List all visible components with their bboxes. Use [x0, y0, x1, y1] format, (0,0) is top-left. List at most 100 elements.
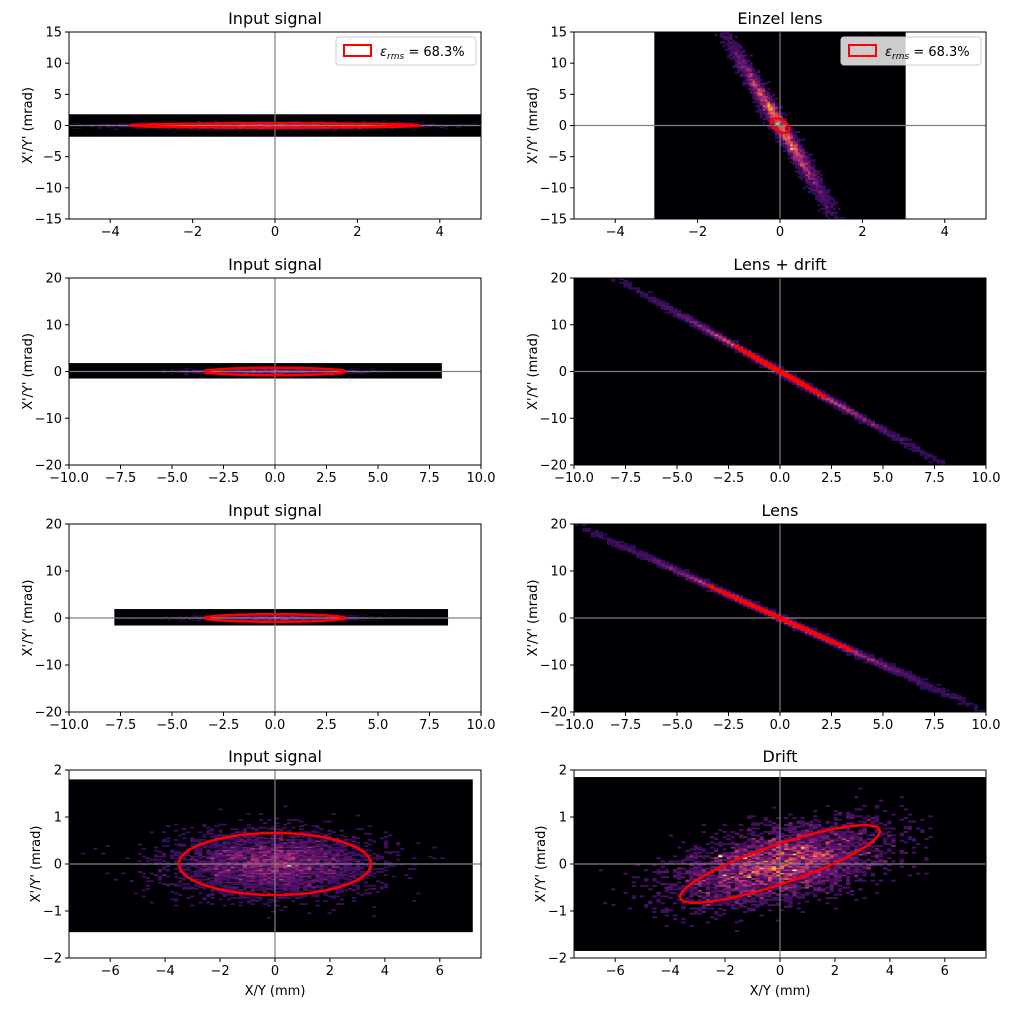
- density-cell: [805, 152, 808, 154]
- density-cell: [798, 157, 801, 159]
- density-cell: [800, 165, 803, 167]
- density-cell: [850, 415, 854, 417]
- y-tick-label: 20: [550, 272, 567, 287]
- density-cell: [740, 51, 743, 53]
- density-cell: [636, 287, 640, 289]
- density-cell: [800, 146, 803, 148]
- density-cell: [747, 79, 750, 81]
- density-cell: [793, 140, 796, 142]
- density-cell: [755, 96, 758, 98]
- density-cell: [737, 49, 740, 51]
- density-cell: [731, 347, 735, 349]
- density-cell: [818, 176, 821, 178]
- density-cell: [835, 212, 838, 214]
- density-cell: [818, 193, 821, 195]
- density-cell: [747, 84, 750, 86]
- density-cell: [765, 103, 768, 105]
- density-cell: [767, 94, 770, 96]
- y-axis-label: X'/Y' (mrad): [21, 333, 36, 410]
- density-cell: [473, 123, 477, 124]
- density-cell: [419, 124, 423, 125]
- density-cell: [805, 155, 808, 157]
- density-cell: [737, 43, 740, 45]
- density-cell: [752, 84, 755, 86]
- density-cell: [730, 58, 733, 60]
- density-cell: [698, 328, 702, 330]
- density-cell: [835, 215, 838, 217]
- density-cell: [374, 121, 378, 122]
- density-cell: [834, 400, 838, 402]
- density-cell: [382, 120, 386, 121]
- density-cell: [790, 150, 793, 152]
- density-cell: [785, 142, 788, 144]
- density-cell: [795, 170, 798, 172]
- density-cell: [357, 130, 361, 131]
- density-cell: [767, 111, 770, 113]
- density-cell: [275, 129, 279, 130]
- density-cell: [242, 122, 246, 123]
- density-cell: [90, 127, 94, 128]
- density-cell: [742, 71, 745, 73]
- density-cell: [742, 75, 745, 77]
- density-cell: [755, 362, 759, 364]
- density-cell: [693, 323, 697, 325]
- density-cell: [767, 92, 770, 94]
- density-cell: [114, 128, 118, 129]
- density-cell: [800, 152, 803, 154]
- x-tick-label: −7.5: [105, 471, 137, 486]
- density-cell: [793, 154, 796, 156]
- density-cell: [793, 146, 796, 148]
- density-cell: [143, 128, 147, 129]
- density-cell: [689, 321, 693, 323]
- density-cell: [815, 185, 818, 187]
- density-cell: [747, 82, 750, 84]
- density-cell: [795, 161, 798, 163]
- density-cell: [810, 167, 813, 169]
- density-cell: [661, 308, 665, 310]
- density-cell: [737, 60, 740, 62]
- density-cell: [725, 36, 728, 38]
- density-cell: [757, 90, 760, 92]
- density-cell: [726, 343, 730, 345]
- density-cell: [798, 170, 801, 172]
- density-cell: [846, 407, 850, 409]
- density-cell: [788, 135, 791, 137]
- density-cell: [815, 198, 818, 200]
- density-cell: [123, 124, 127, 125]
- density-cell: [815, 176, 818, 178]
- legend-subscript: rms: [892, 52, 909, 62]
- density-cell: [862, 416, 866, 418]
- density-cell: [279, 121, 283, 122]
- density-cell: [740, 56, 743, 58]
- density-cell: [757, 86, 760, 88]
- density-cell: [795, 135, 798, 137]
- density-cell: [623, 284, 627, 286]
- density-cell: [833, 208, 836, 210]
- density-cell: [813, 176, 816, 178]
- density-cell: [706, 327, 710, 329]
- density-cell: [762, 82, 765, 84]
- density-cell: [444, 127, 448, 128]
- density-cell: [813, 185, 816, 187]
- density-cell: [800, 161, 803, 163]
- density-cell: [656, 299, 660, 301]
- y-tick-label: −5: [548, 150, 567, 165]
- density-cell: [727, 47, 730, 49]
- density-cell: [750, 54, 753, 56]
- density-cell: [725, 43, 728, 45]
- plot-area: [574, 278, 986, 465]
- density-cell: [767, 109, 770, 111]
- density-cell: [90, 124, 94, 125]
- density-cell: [710, 336, 714, 338]
- density-cell: [808, 167, 811, 169]
- density-cell: [867, 420, 871, 422]
- density-cell: [803, 174, 806, 176]
- density-cell: [875, 428, 879, 430]
- density-cell: [790, 154, 793, 156]
- density-cell: [403, 123, 407, 124]
- density-cell: [745, 60, 748, 62]
- density-cell: [755, 81, 758, 83]
- density-cell: [833, 213, 836, 215]
- density-cell: [798, 167, 801, 169]
- density-cell: [772, 120, 775, 122]
